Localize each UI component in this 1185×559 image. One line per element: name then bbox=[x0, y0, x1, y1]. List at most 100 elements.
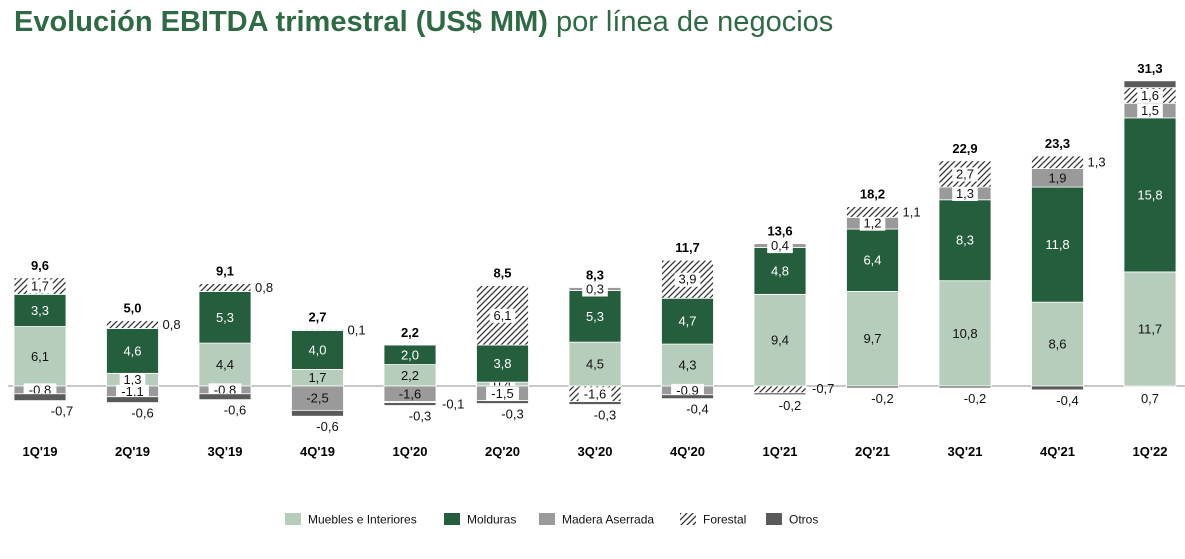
bar-segment-molduras bbox=[383, 344, 437, 365]
legend-swatch-otros bbox=[766, 513, 782, 525]
data-label-molduras: 15,8 bbox=[1137, 187, 1162, 202]
bar-segment-muebles-e-interiores bbox=[1123, 271, 1177, 387]
bar-segment-forestal bbox=[661, 259, 714, 299]
data-label-forestal: 1,3 bbox=[1088, 155, 1106, 170]
bar-segment-molduras bbox=[198, 291, 252, 344]
data-label-molduras: 2,0 bbox=[401, 347, 419, 362]
label-background bbox=[119, 373, 146, 388]
bar-segment-molduras bbox=[661, 297, 714, 345]
data-label-madera-aserrada: 1,2 bbox=[863, 216, 881, 231]
label-background bbox=[582, 282, 608, 297]
data-label-muebles-e-interiores: 1,3 bbox=[123, 372, 141, 387]
data-label-muebles-e-interiores: 11,7 bbox=[1138, 321, 1162, 336]
legend-swatch-forestal bbox=[680, 513, 696, 525]
bar-segment-forestal bbox=[753, 385, 807, 394]
total-label: 5,0 bbox=[123, 301, 141, 316]
data-label-molduras: 5,3 bbox=[586, 309, 604, 324]
bar-segment-muebles-e-interiores bbox=[846, 291, 899, 387]
data-label-otros: -0,2 bbox=[871, 391, 893, 406]
data-label-madera-aserrada: -2,5 bbox=[306, 391, 328, 406]
legend-label-otros: Otros bbox=[789, 513, 818, 527]
data-label-molduras: 3,3 bbox=[31, 303, 49, 318]
data-label-muebles-e-interiores: 9,7 bbox=[863, 331, 881, 346]
data-label-muebles-e-interiores: 6,1 bbox=[31, 349, 49, 364]
data-label-otros: -0,2 bbox=[964, 391, 986, 406]
x-tick-label: 4Q'20 bbox=[670, 444, 705, 459]
x-tick-label: 1Q'22 bbox=[1133, 444, 1168, 459]
x-tick-label: 2Q'19 bbox=[115, 444, 150, 459]
x-tick-label: 1Q'20 bbox=[393, 444, 428, 459]
data-label-otros: -0,6 bbox=[224, 403, 246, 418]
bar-segment-muebles-e-interiores bbox=[1031, 301, 1084, 387]
label-background bbox=[486, 386, 519, 401]
data-label-forestal: -0,7 bbox=[812, 381, 834, 396]
data-label-muebles-e-interiores: 2,2 bbox=[401, 368, 419, 383]
bar-segment-molduras bbox=[753, 247, 807, 295]
data-label-forestal: -0,1 bbox=[442, 397, 464, 412]
bar-segment-forestal bbox=[846, 206, 899, 218]
data-label-molduras: 5,3 bbox=[216, 310, 234, 325]
data-label-molduras: 8,3 bbox=[956, 233, 974, 248]
data-label-muebles-e-interiores: 8,6 bbox=[1048, 337, 1066, 352]
bar-segment-molduras bbox=[106, 328, 159, 374]
data-label-madera-aserrada: -1,6 bbox=[399, 386, 421, 401]
legend-label-forestal: Forestal bbox=[703, 513, 746, 527]
data-label-forestal: -1,6 bbox=[584, 386, 606, 401]
data-label-forestal: 1,1 bbox=[903, 204, 921, 219]
bar-segment-forestal bbox=[106, 320, 159, 329]
x-tick-label: 4Q'21 bbox=[1040, 444, 1075, 459]
bar-segment-molduras bbox=[476, 344, 529, 383]
x-tick-label: 4Q'19 bbox=[300, 444, 335, 459]
data-label-otros: -0,3 bbox=[594, 408, 616, 423]
total-label: 8,5 bbox=[493, 266, 511, 281]
bar-segment-molduras bbox=[1031, 186, 1084, 303]
data-label-molduras: 4,6 bbox=[123, 343, 141, 358]
bar-segment-forestal bbox=[198, 283, 252, 292]
total-label: 2,2 bbox=[401, 325, 419, 340]
bar-segment-otros bbox=[1031, 385, 1084, 391]
data-label-madera-aserrada: 0,3 bbox=[586, 281, 604, 296]
label-background bbox=[767, 239, 793, 254]
total-label: 31,3 bbox=[1137, 61, 1162, 76]
data-label-otros: -0,7 bbox=[51, 404, 73, 419]
x-tick-label: 1Q'19 bbox=[23, 444, 58, 459]
legend-label-muebles-e-interiores: Muebles e Interiores bbox=[308, 513, 417, 527]
data-label-muebles-e-interiores: 4,4 bbox=[216, 357, 234, 372]
label-background bbox=[27, 279, 53, 294]
data-label-madera-aserrada: 1,9 bbox=[1048, 170, 1066, 185]
bar-segment-molduras bbox=[568, 290, 622, 343]
data-label-forestal: 0,8 bbox=[163, 317, 181, 332]
data-label-molduras: 4,7 bbox=[678, 314, 696, 329]
bar-segment-otros bbox=[198, 393, 252, 401]
bar-segment-otros bbox=[938, 385, 992, 389]
total-label: 18,2 bbox=[860, 187, 885, 202]
data-label-molduras: 4,0 bbox=[308, 342, 326, 357]
bar-segment-muebles-e-interiores bbox=[661, 343, 714, 387]
total-label: 8,3 bbox=[586, 268, 604, 283]
label-background bbox=[1137, 104, 1163, 119]
data-label-forestal: 6,1 bbox=[493, 308, 511, 323]
legend-swatch-madera-aserrada bbox=[539, 513, 555, 525]
bar-segment-otros bbox=[661, 394, 714, 400]
bar-segment-otros bbox=[476, 400, 529, 404]
data-label-otros: -0,2 bbox=[779, 398, 801, 413]
bar-segment-molduras bbox=[846, 228, 899, 292]
data-label-molduras: 4,8 bbox=[771, 263, 789, 278]
bar-segment-otros bbox=[568, 401, 622, 405]
label-background bbox=[1137, 88, 1163, 103]
label-background bbox=[578, 387, 612, 402]
data-label-otros: -0,3 bbox=[409, 409, 431, 424]
bar-segment-muebles-e-interiores bbox=[753, 293, 807, 387]
data-label-otros: -0,4 bbox=[686, 402, 708, 417]
chart-title-bold: Evolución EBITDA trimestral (US$ MM) bbox=[14, 6, 548, 38]
total-label: 9,1 bbox=[216, 264, 234, 279]
data-label-molduras: 11,8 bbox=[1045, 237, 1069, 252]
label-background bbox=[952, 167, 978, 182]
total-label: 11,7 bbox=[675, 240, 700, 255]
bar-segment-molduras bbox=[13, 293, 67, 327]
data-label-otros: -0,4 bbox=[1056, 393, 1078, 408]
data-label-forestal: 1,7 bbox=[31, 279, 49, 294]
total-label: 9,6 bbox=[31, 258, 49, 273]
data-label-otros: 0,7 bbox=[1141, 391, 1159, 406]
bar-segment-forestal bbox=[291, 329, 344, 331]
